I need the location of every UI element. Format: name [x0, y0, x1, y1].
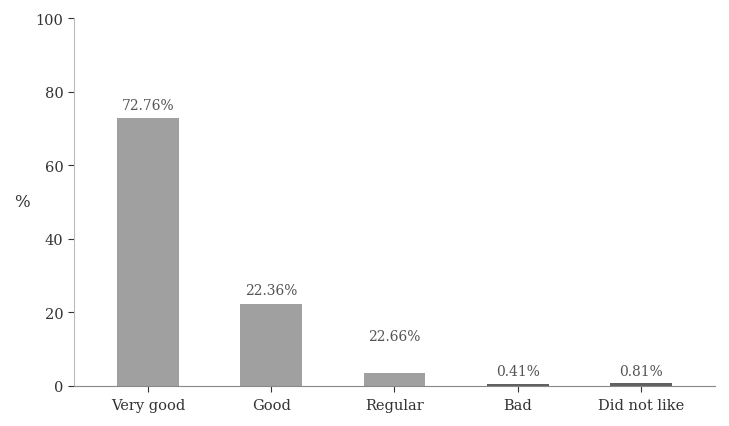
- Text: 0.41%: 0.41%: [496, 364, 539, 378]
- Bar: [364, 373, 425, 386]
- Bar: [117, 119, 179, 386]
- Text: 0.81%: 0.81%: [619, 364, 663, 378]
- Text: 22.66%: 22.66%: [368, 330, 421, 344]
- Text: 22.36%: 22.36%: [245, 283, 297, 297]
- Bar: [487, 384, 549, 386]
- Y-axis label: %: %: [14, 194, 29, 211]
- Bar: [241, 304, 302, 386]
- Bar: [610, 383, 672, 386]
- Text: 72.76%: 72.76%: [122, 99, 174, 113]
